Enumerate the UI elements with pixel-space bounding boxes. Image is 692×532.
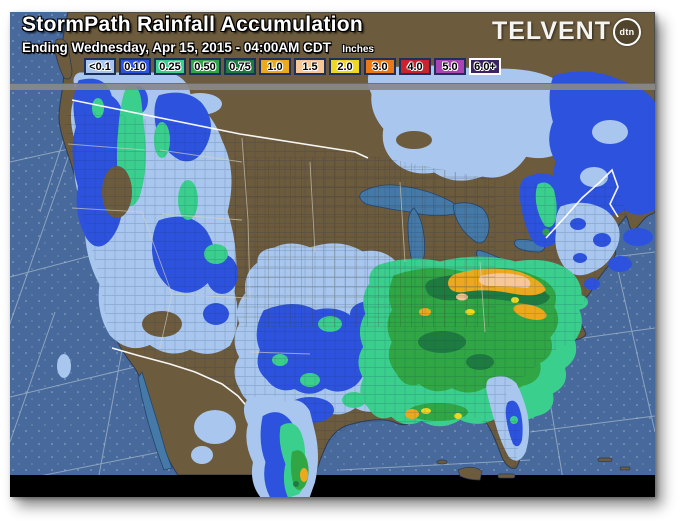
legend-swatch: 6.0+ bbox=[469, 58, 501, 75]
page-title: StormPath Rainfall Accumulation bbox=[22, 13, 364, 36]
legend-swatch: <0.1 bbox=[84, 58, 116, 75]
legend-swatch: 1.0 bbox=[259, 58, 291, 75]
brand-logo: TELVENT dtn bbox=[492, 17, 641, 46]
dtn-badge-icon: dtn bbox=[613, 17, 641, 46]
islands bbox=[436, 457, 631, 481]
subtitle-row: Ending Wednesday, Apr 15, 2015 - 04:00AM… bbox=[22, 39, 374, 57]
projection-edge bbox=[10, 475, 655, 497]
state-borders bbox=[67, 137, 486, 355]
legend-swatch: 3.0 bbox=[364, 58, 396, 75]
legend-swatch: 0.50 bbox=[189, 58, 221, 75]
brand-wordmark: TELVENT bbox=[491, 17, 611, 45]
legend-swatch: 4.0 bbox=[399, 58, 431, 75]
rainfall-map bbox=[10, 12, 655, 497]
legend-swatch: 2.0 bbox=[329, 58, 361, 75]
legend-swatch: 1.5 bbox=[294, 58, 326, 75]
south-texas-rain bbox=[243, 395, 318, 497]
legend-swatch: 0.75 bbox=[224, 58, 256, 75]
legend-swatch: 0.10 bbox=[119, 58, 151, 75]
legend: <0.1 0.10 0.25 0.50 0.75 1.0 1.5 2.0 3.0 4.0 5.0 6.… bbox=[84, 58, 501, 75]
units-label: Inches bbox=[342, 44, 374, 55]
map-frame: StormPath Rainfall Accumulation TELVENT … bbox=[10, 12, 655, 497]
valid-time-label: Ending Wednesday, Apr 15, 2015 - 04:00AM… bbox=[22, 40, 331, 55]
legend-swatch: 5.0 bbox=[434, 58, 466, 75]
header-divider bbox=[10, 83, 655, 90]
legend-swatch: 0.25 bbox=[154, 58, 186, 75]
